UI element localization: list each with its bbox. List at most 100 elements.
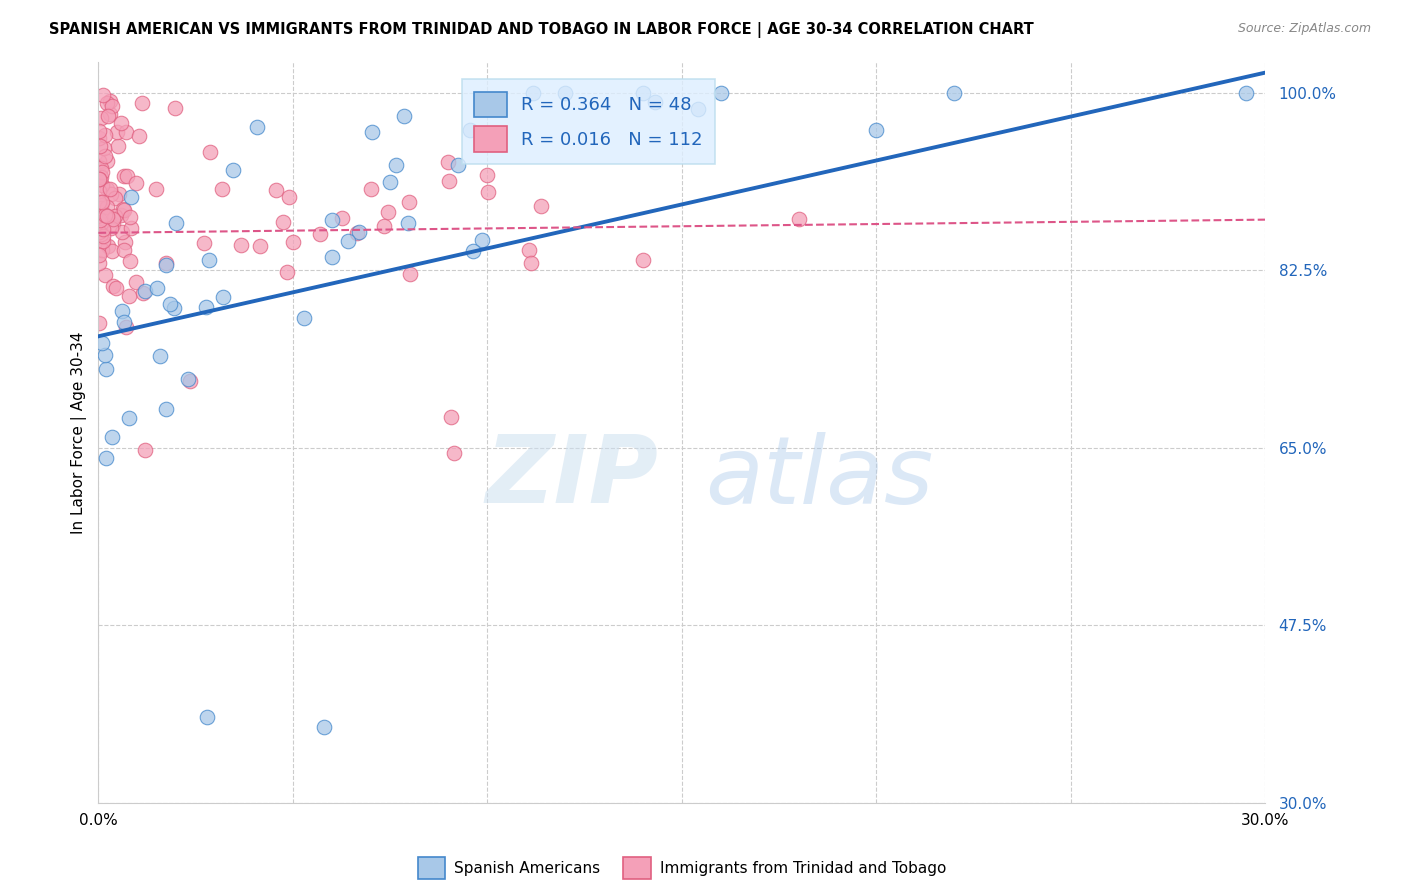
Point [115, 125, 138, 139]
Point [90, 198, 112, 212]
Point [111, 225, 134, 239]
Point [686, 102, 709, 116]
Point [787, 212, 810, 227]
Y-axis label: In Labor Force | Age 30-34: In Labor Force | Age 30-34 [72, 331, 87, 534]
Point [179, 374, 201, 388]
Point [1234, 86, 1257, 100]
Point [249, 239, 271, 253]
Point [118, 288, 141, 302]
Point [346, 226, 368, 240]
Point [378, 175, 401, 189]
Point [94, 348, 117, 362]
Point [134, 285, 156, 299]
Point [115, 319, 138, 334]
Point [377, 205, 399, 219]
Point [96, 95, 118, 110]
Point [104, 191, 127, 205]
Point [128, 129, 150, 144]
Point [631, 86, 654, 100]
Point [321, 251, 343, 265]
Point [96, 209, 118, 223]
Point [554, 86, 576, 100]
Point [94, 149, 117, 163]
Point [440, 410, 463, 425]
Point [90, 161, 112, 175]
Point [90, 216, 112, 230]
Point [447, 158, 470, 172]
Point [337, 235, 360, 249]
Point [112, 243, 135, 257]
Point [212, 290, 235, 304]
Point [443, 446, 465, 460]
Point [118, 211, 141, 225]
Point [104, 209, 127, 223]
Point [176, 371, 198, 385]
Point [87, 195, 110, 210]
Point [87, 225, 110, 239]
Point [281, 235, 304, 249]
Point [155, 402, 177, 417]
Point [710, 86, 733, 100]
Point [360, 182, 382, 196]
Point [111, 303, 134, 318]
Point [437, 174, 460, 188]
Point [162, 301, 184, 315]
Point [163, 101, 186, 115]
Point [91, 336, 114, 351]
Point [131, 285, 153, 300]
Point [98, 107, 121, 121]
Point [93, 221, 115, 235]
Point [193, 235, 215, 250]
Point [104, 281, 127, 295]
Point [91, 87, 114, 102]
Point [112, 202, 135, 216]
Point [231, 238, 253, 252]
Point [155, 256, 177, 270]
Point [943, 86, 966, 100]
Point [522, 86, 544, 100]
Point [87, 131, 110, 145]
Point [211, 181, 233, 195]
Point [110, 208, 132, 222]
Point [155, 258, 177, 272]
Point [107, 187, 129, 202]
Point [471, 233, 494, 247]
Point [94, 268, 117, 282]
Point [149, 349, 172, 363]
Text: atlas: atlas [706, 432, 934, 523]
Point [198, 145, 221, 159]
Point [110, 116, 132, 130]
Point [347, 226, 370, 240]
Point [392, 108, 415, 122]
Point [117, 169, 139, 184]
Point [385, 158, 408, 172]
Point [94, 209, 117, 223]
Point [360, 125, 382, 139]
Point [100, 220, 122, 235]
Point [98, 95, 121, 109]
Point [93, 228, 115, 243]
Point [266, 184, 288, 198]
Point [159, 297, 181, 311]
Point [90, 170, 112, 185]
Point [101, 279, 124, 293]
Point [87, 153, 110, 168]
Point [373, 219, 395, 233]
Point [91, 178, 114, 192]
Point [644, 95, 666, 109]
Point [93, 141, 115, 155]
Point [120, 221, 142, 235]
Point [271, 215, 294, 229]
Point [105, 124, 128, 138]
Point [292, 311, 315, 326]
Point [194, 301, 217, 315]
Point [398, 267, 420, 281]
Point [477, 168, 499, 182]
Point [96, 200, 118, 214]
Point [101, 99, 124, 113]
Point [321, 213, 343, 227]
Point [134, 442, 156, 457]
Point [519, 255, 541, 269]
Point [100, 187, 122, 202]
Point [436, 154, 458, 169]
